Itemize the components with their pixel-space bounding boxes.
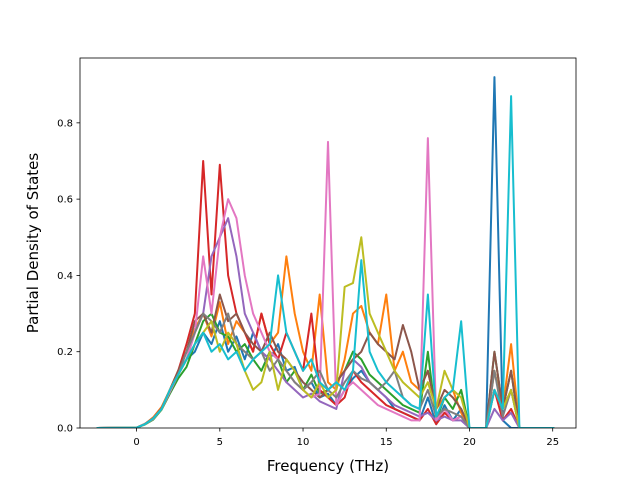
x-tick-label: 10 xyxy=(297,437,310,448)
y-tick-label: 0.8 xyxy=(57,118,73,129)
x-tick-label: 15 xyxy=(380,437,393,448)
x-tick-label: 5 xyxy=(217,437,223,448)
x-tick-label: 0 xyxy=(133,437,139,448)
y-tick-label: 0.2 xyxy=(57,347,73,358)
y-axis-label: Partial Density of States xyxy=(24,153,42,334)
x-axis-label: Frequency (THz) xyxy=(267,457,389,475)
y-axis-ticks: 0.0 0.2 0.4 0.6 0.8 xyxy=(57,118,80,435)
series-line-7 xyxy=(96,137,555,428)
x-tick-label: 25 xyxy=(546,437,559,448)
plot-frame xyxy=(79,57,577,429)
y-tick-label: 0.4 xyxy=(57,271,73,282)
series-line-10 xyxy=(96,95,555,428)
y-tick-label: 0.0 xyxy=(57,424,73,435)
x-axis-ticks: 0 5 10 15 20 25 xyxy=(133,428,559,448)
y-tick-label: 0.6 xyxy=(57,195,73,206)
series-layer xyxy=(96,76,555,428)
series-line-8 xyxy=(96,312,555,428)
x-tick-label: 20 xyxy=(463,437,476,448)
